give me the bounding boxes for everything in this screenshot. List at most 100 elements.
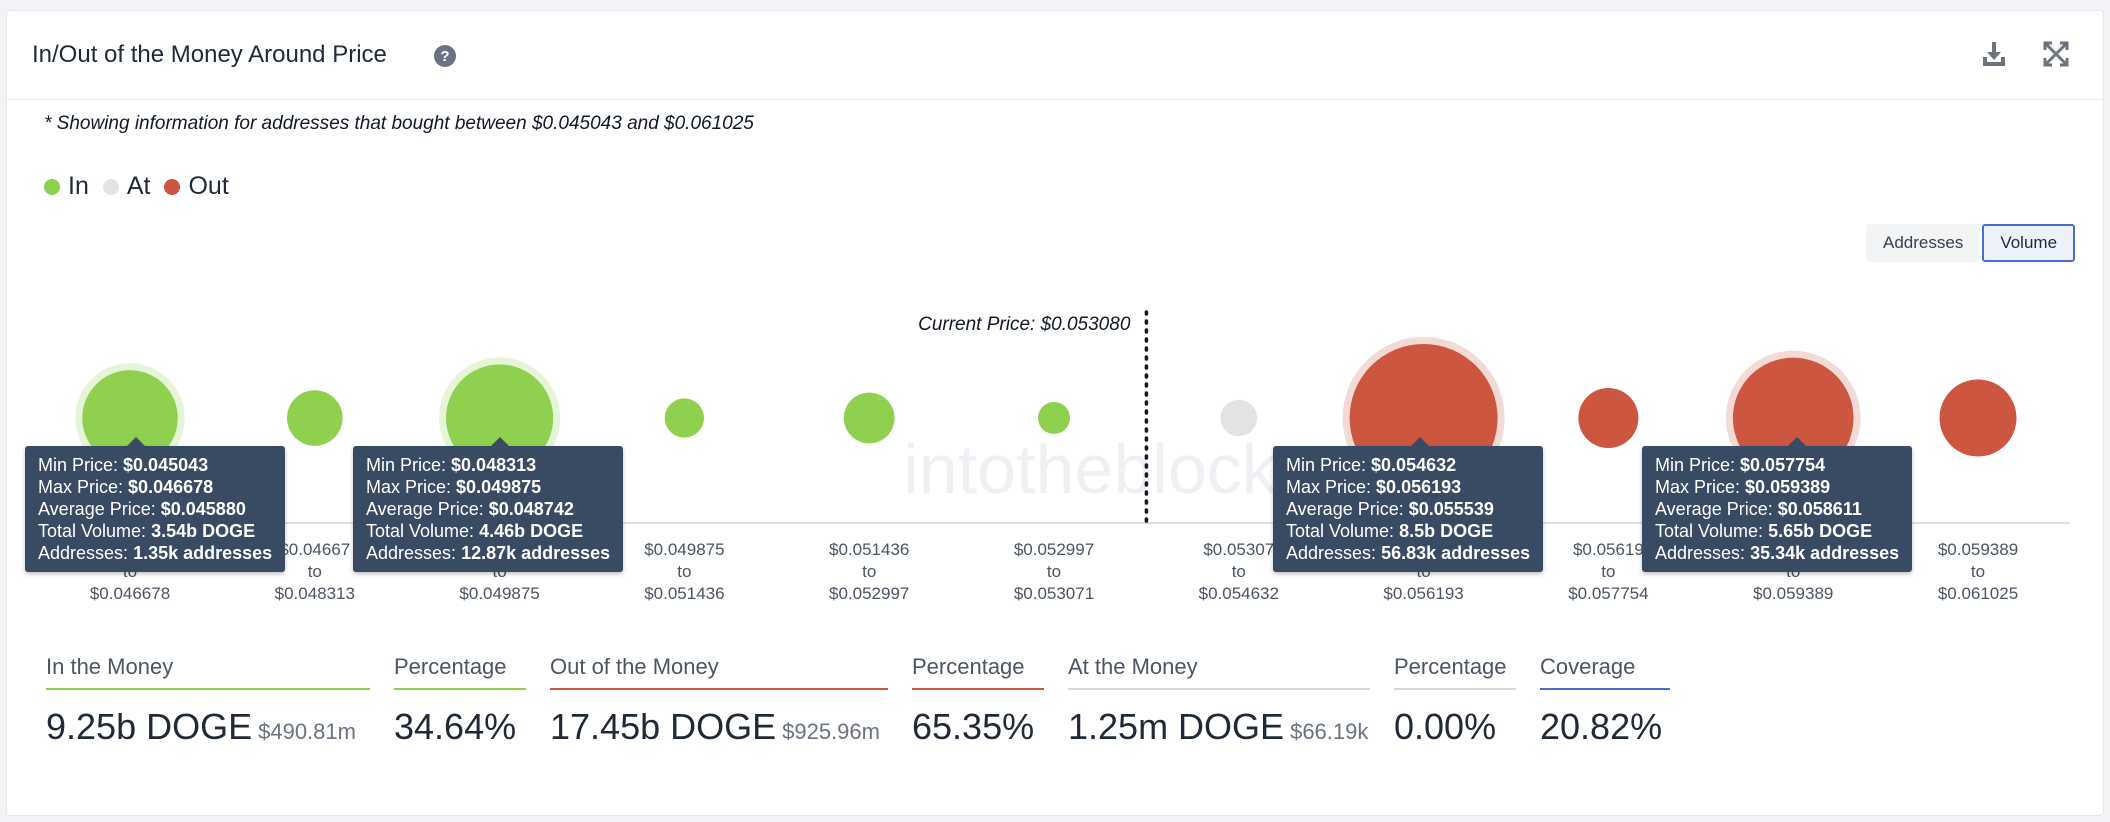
stat-label: Out of the Money — [550, 654, 719, 679]
stat-label: Percentage — [394, 654, 507, 679]
tooltip-avg-value: $0.048742 — [488, 499, 574, 519]
stat-underline — [1068, 688, 1370, 690]
summary-stats: In the Money 9.25b DOGE $490.81m Percenta… — [0, 654, 2110, 774]
x-tick-label: to — [677, 562, 691, 581]
tooltip-min-label: Min Price: — [1655, 455, 1736, 475]
stat-label: In the Money — [46, 654, 174, 679]
tooltip-min-label: Min Price: — [1286, 455, 1367, 475]
legend-item-out[interactable]: Out — [164, 172, 229, 201]
stat-at-percentage: Percentage 0.00% — [1394, 654, 1516, 748]
volume-toggle-button[interactable]: Volume — [1982, 224, 2076, 262]
x-tick-label: $0.049875 — [644, 540, 724, 559]
stat-out-of-the-money: Out of the Money 17.45b DOGE $925.96m — [550, 654, 888, 748]
tooltip-max-label: Max Price: — [38, 477, 124, 497]
x-tick-label: $0.059389 — [1753, 584, 1833, 603]
x-tick-label: $0.061025 — [1938, 584, 2018, 603]
tooltip-vol-label: Total Volume: — [38, 521, 147, 541]
tooltip-addr-label: Addresses: — [1286, 543, 1377, 563]
stat-value: 20.82% — [1540, 706, 1663, 747]
tooltip-min-value: $0.057754 — [1740, 455, 1826, 475]
legend-item-in[interactable]: In — [44, 172, 89, 201]
x-tick-label: to — [1232, 562, 1246, 581]
stat-in-the-money: In the Money 9.25b DOGE $490.81m — [46, 654, 370, 748]
current-price-label: Current Price: $0.053080 — [918, 314, 1131, 335]
legend-label-at: At — [126, 172, 151, 200]
tooltip-avg-value: $0.045880 — [160, 499, 246, 519]
x-tick-label: $0.054632 — [1199, 584, 1279, 603]
measure-toggle: Addresses Volume — [1866, 224, 2076, 262]
range-note: * Showing information for addresses that… — [44, 113, 754, 134]
tooltip-max-value: $0.049875 — [456, 477, 542, 497]
x-tick-label: $0.04667 — [279, 540, 350, 559]
legend-item-at[interactable]: At — [102, 172, 151, 201]
tooltip-avg-value: $0.055539 — [1408, 499, 1494, 519]
stat-value: 1.25m DOGE $66.19k — [1068, 706, 1370, 748]
x-tick-label: $0.05307 — [1203, 540, 1274, 559]
stat-value: 9.25b DOGE $490.81m — [46, 706, 370, 748]
x-tick-label: $0.051436 — [829, 540, 909, 559]
x-tick-label: $0.052997 — [829, 584, 909, 603]
x-tick-label: $0.053071 — [1014, 584, 1094, 603]
legend-dot-in — [44, 178, 60, 195]
stat-coverage: Coverage 20.82% — [1540, 654, 1670, 748]
tooltip-addr-label: Addresses: — [366, 543, 457, 563]
tooltip-min-value: $0.048313 — [451, 455, 537, 475]
tooltip-vol-value: 8.5b DOGE — [1399, 521, 1494, 541]
tooltip-addr-value: 35.34k addresses — [1750, 543, 1900, 563]
tooltip-vol-label: Total Volume: — [366, 521, 475, 541]
download-icon[interactable] — [1979, 39, 2009, 69]
tooltip-addr-value: 1.35k addresses — [133, 543, 273, 563]
tooltip-avg-label: Average Price: — [1286, 499, 1404, 519]
x-tick-label: $0.059389 — [1938, 540, 2018, 559]
x-tick-label: $0.046678 — [90, 584, 170, 603]
stat-underline — [46, 688, 370, 690]
stat-underline — [1394, 688, 1516, 690]
stat-value-usd: $925.96m — [782, 719, 880, 744]
legend-dot-out — [164, 178, 181, 195]
x-tick-label: $0.049875 — [459, 584, 539, 603]
tooltip-addr-value: 12.87k addresses — [461, 543, 611, 563]
tooltip-max-label: Max Price: — [366, 477, 452, 497]
bubble-at — [1220, 399, 1258, 437]
x-tick-label: to — [1601, 562, 1615, 581]
stat-out-percentage: Percentage 65.35% — [912, 654, 1044, 748]
x-tick-label: to — [1971, 562, 1985, 581]
tooltip-vol-label: Total Volume: — [1655, 521, 1764, 541]
stat-label: Percentage — [1394, 654, 1507, 679]
expand-icon[interactable] — [2041, 39, 2071, 69]
bubble-in — [286, 390, 343, 446]
stat-value: 0.00% — [1394, 706, 1497, 747]
tooltip-avg-label: Average Price: — [38, 499, 156, 519]
stat-value-main: 17.45b DOGE — [550, 706, 777, 747]
x-tick-label: to — [862, 562, 876, 581]
tooltip-addr-label: Addresses: — [38, 543, 129, 563]
stat-value: 17.45b DOGE $925.96m — [550, 706, 888, 748]
x-tick-label: to — [1047, 562, 1061, 581]
bubble-in — [843, 392, 895, 444]
legend-label-out: Out — [188, 172, 229, 200]
legend: In At Out — [44, 172, 243, 201]
stat-value: 34.64% — [394, 706, 517, 747]
tooltip-avg-label: Average Price: — [1655, 499, 1773, 519]
tooltip-max-value: $0.056193 — [1376, 477, 1462, 497]
stat-underline — [1540, 688, 1670, 690]
svg-text:?: ? — [440, 48, 449, 65]
stat-value-main: 9.25b DOGE — [46, 706, 253, 747]
tooltip-max-value: $0.046678 — [128, 477, 214, 497]
x-tick-label: $0.057754 — [1568, 584, 1648, 603]
tooltip-max-label: Max Price: — [1655, 477, 1741, 497]
tooltip-bubble-8: Min Price: $0.054632 Max Price: $0.05619… — [1273, 437, 1544, 572]
legend-label-in: In — [68, 172, 89, 200]
stat-label: Coverage — [1540, 654, 1636, 679]
stat-value-main: 1.25m DOGE — [1068, 706, 1285, 747]
tooltip-addr-label: Addresses: — [1655, 543, 1746, 563]
stat-underline — [550, 688, 888, 690]
tooltip-min-value: $0.045043 — [123, 455, 209, 475]
x-tick-label: $0.05619 — [1573, 540, 1644, 559]
help-icon[interactable]: ? — [433, 44, 457, 68]
addresses-toggle-button[interactable]: Addresses — [1866, 224, 1981, 262]
tooltip-vol-value: 5.65b DOGE — [1768, 521, 1873, 541]
stat-underline — [912, 688, 1044, 690]
stat-at-the-money: At the Money 1.25m DOGE $66.19k — [1068, 654, 1370, 748]
tooltip-addr-value: 56.83k addresses — [1381, 543, 1531, 563]
